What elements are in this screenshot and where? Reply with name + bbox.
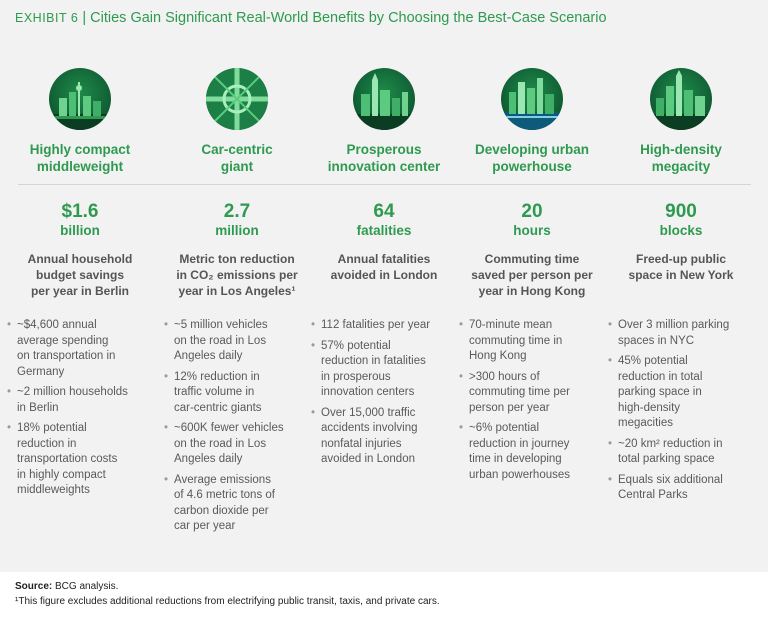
- column-berlin: Highly compact middleweight $1.6 billion …: [7, 68, 153, 548]
- header-divider: [18, 184, 751, 185]
- metric-unit: hours: [513, 223, 551, 238]
- column-name: Prosperous innovation center: [327, 142, 441, 174]
- bullet-list: 112 fatalities per year 57% potentialred…: [311, 318, 457, 473]
- column-name: Developing urban powerhouse: [474, 142, 589, 174]
- metric-description: Commuting time saved per person per year i…: [471, 252, 593, 298]
- column-name: Car-centric giant: [201, 142, 273, 174]
- metric-unit: blocks: [659, 223, 703, 238]
- metric-value: 2.7: [223, 201, 251, 222]
- exhibit-number: EXHIBIT 6: [15, 11, 79, 25]
- metric-description: Annual fatalities avoided in London: [330, 252, 438, 282]
- column-hong-kong: Developing urban powerhouse 20 hours Comm…: [459, 68, 605, 548]
- exhibit-panel: EXHIBIT 6 | Cities Gain Significant Real…: [0, 0, 768, 572]
- title-text: Cities Gain Significant Real-World Benef…: [90, 10, 607, 26]
- metric-unit: billion: [60, 223, 100, 238]
- footnote: ¹This figure excludes additional reducti…: [15, 596, 440, 607]
- metric-value: $1.6: [61, 201, 99, 222]
- metric-value: 900: [665, 201, 697, 222]
- source-label: Source:: [15, 581, 53, 592]
- source-note: Source: BCG analysis.: [15, 581, 118, 592]
- source-text: BCG analysis.: [55, 581, 119, 592]
- metric-unit: fatalities: [356, 223, 412, 238]
- metric-description: Freed-up public space in New York: [628, 252, 734, 282]
- metric-value: 64: [373, 201, 395, 222]
- metric-value: 20: [521, 201, 543, 222]
- innovation-city-skyline-icon: [353, 68, 415, 130]
- column-name: High-density megacity: [640, 142, 722, 174]
- column-new-york: High-density megacity 900 blocks Freed-up…: [608, 68, 754, 548]
- column-los-angeles: Car-centric giant 2.7 million Metric ton …: [164, 68, 310, 548]
- metric-description: Metric ton reduction in CO₂ emissions per…: [176, 252, 298, 298]
- highway-interchange-icon: [206, 68, 268, 130]
- list-item: 112 fatalities per year: [311, 318, 457, 334]
- waterfront-skyline-icon: [501, 68, 563, 130]
- title-separator: |: [82, 10, 87, 26]
- metric-unit: million: [215, 223, 259, 238]
- exhibit-title: EXHIBIT 6 | Cities Gain Significant Real…: [15, 10, 607, 26]
- metric-description: Annual household budget savings per year i…: [27, 252, 133, 298]
- column-london: Prosperous innovation center 64 fatalitie…: [311, 68, 457, 548]
- column-name: Highly compact middleweight: [29, 142, 131, 174]
- megacity-skyline-icon: [650, 68, 712, 130]
- city-skyline-tv-tower-icon: [49, 68, 111, 130]
